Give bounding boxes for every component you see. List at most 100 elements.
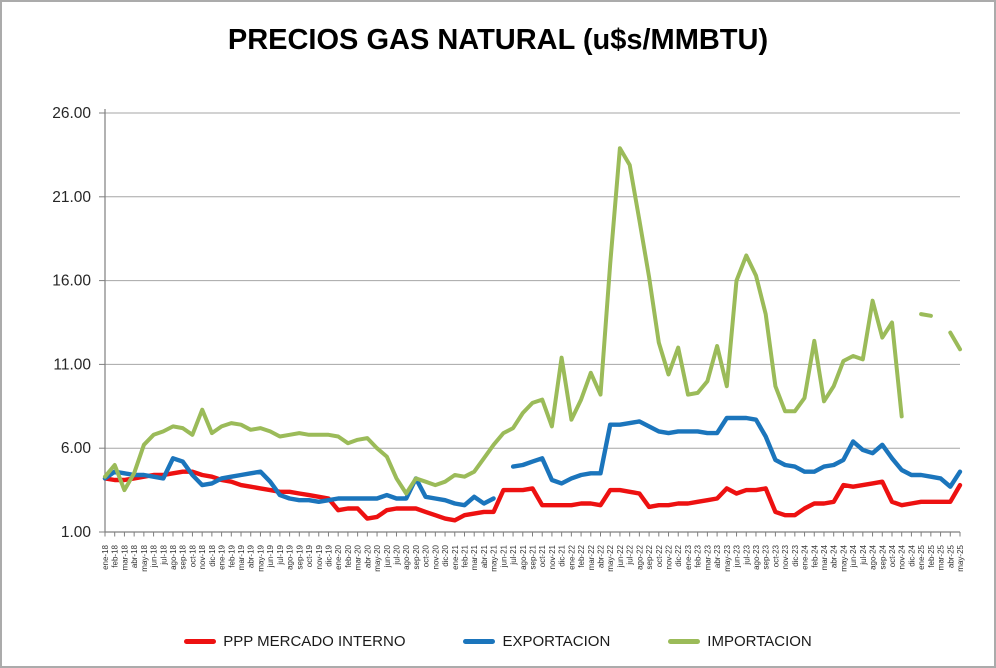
x-tick-label: may-25 — [956, 544, 965, 571]
x-tick-label: jun-20 — [383, 544, 392, 568]
x-tick-label: feb-19 — [227, 544, 236, 567]
y-axis-labels: 1.00 6.00 11.00 16.00 21.00 26.00 — [52, 105, 91, 541]
x-tick-label: ago-18 — [169, 544, 178, 569]
x-tick-label: dic-23 — [791, 544, 800, 566]
x-tick-label: mar-23 — [703, 544, 712, 570]
x-tick-label: oct-21 — [538, 544, 547, 567]
x-tick-label: sep-24 — [878, 544, 887, 569]
x-tick-label: ago-22 — [635, 544, 644, 569]
x-tick-label: nov-19 — [315, 544, 324, 569]
x-tick-label: dic-22 — [674, 544, 683, 566]
x-tick-label: abr-25 — [946, 544, 955, 568]
x-tick-label: ene-25 — [917, 544, 926, 569]
x-tick-label: abr-19 — [247, 544, 256, 568]
axes — [104, 109, 960, 533]
x-tick-label: may-24 — [839, 544, 848, 571]
x-tick-label: jul-22 — [626, 544, 635, 565]
x-tick-label: nov-24 — [898, 544, 907, 569]
x-axis-labels: ene-18 feb-18 mar-18 abr-18 may-18 jun-18 jul-… — [101, 544, 965, 571]
legend-dash-icon — [184, 639, 217, 644]
series-line-exportacion — [102, 415, 963, 508]
x-tick-label: sep-23 — [762, 544, 771, 569]
x-tick-label: ene-23 — [684, 544, 693, 569]
x-tick-label: jun-18 — [150, 544, 159, 568]
x-tick-label: jul-18 — [159, 544, 168, 565]
x-tick-label: feb-18 — [111, 544, 120, 567]
x-tick-label: oct-19 — [305, 544, 314, 567]
x-tick-label: ene-21 — [451, 544, 460, 569]
x-tick-label: sep-21 — [529, 544, 538, 569]
x-tick-label: sep-18 — [179, 544, 188, 569]
legend-label: IMPORTACION — [707, 633, 812, 650]
x-tick-label: ago-23 — [752, 544, 761, 569]
legend-label: PPP MERCADO INTERNO — [223, 633, 406, 650]
x-tick-label: mar-25 — [937, 544, 946, 570]
x-tick-label: ene-20 — [334, 544, 343, 569]
x-tick-label: jun-22 — [616, 544, 625, 568]
x-tick-label: abr-21 — [480, 544, 489, 568]
x-tick-label: dic-21 — [558, 544, 567, 566]
x-tick-label: sep-22 — [645, 544, 654, 569]
x-tick-label: feb-24 — [810, 544, 819, 567]
x-tick-label: mar-24 — [820, 544, 829, 570]
x-tick-label: ene-19 — [218, 544, 227, 569]
x-tick-label: ago-24 — [869, 544, 878, 569]
x-tick-label: mar-20 — [354, 544, 363, 570]
x-tick-label: may-23 — [723, 544, 732, 571]
x-tick-label: mar-22 — [587, 544, 596, 570]
x-tick-label: dic-18 — [208, 544, 217, 566]
x-tick-label: may-21 — [490, 544, 499, 571]
y-tick-label: 6.00 — [61, 440, 92, 457]
x-tick-label: oct-20 — [422, 544, 431, 567]
legend-dash-icon — [463, 639, 496, 644]
x-tick-label: jun-19 — [266, 544, 275, 568]
x-tick-label: jun-23 — [733, 544, 742, 568]
x-tick-label: nov-21 — [548, 544, 557, 569]
x-tick-label: abr-23 — [713, 544, 722, 568]
x-tick-label: jul-21 — [509, 544, 518, 565]
x-tick-label: mar-18 — [120, 544, 129, 570]
x-tick-label: dic-20 — [441, 544, 450, 566]
x-tick-label: abr-24 — [830, 544, 839, 568]
legend-item-ppp-mercado-interno: PPP MERCADO INTERNO — [184, 633, 405, 650]
x-tick-label: may-19 — [256, 544, 265, 571]
x-tick-label: sep-19 — [295, 544, 304, 569]
x-tick-label: mar-21 — [470, 544, 479, 570]
x-tick-label: jul-20 — [392, 544, 401, 565]
series-line-ppp-mercado-interno — [102, 469, 963, 523]
x-tick-label: may-18 — [140, 544, 149, 571]
x-tick-label: feb-20 — [344, 544, 353, 567]
chart-title: PRECIOS GAS NATURAL (u$s/MMBTU) — [227, 24, 769, 56]
y-tick-label: 16.00 — [52, 273, 91, 290]
x-tick-label: jul-19 — [276, 544, 285, 565]
x-tick-label: abr-22 — [597, 544, 606, 568]
x-tick-label: ene-24 — [801, 544, 810, 569]
x-tick-label: nov-23 — [781, 544, 790, 569]
legend-item-importacion: IMPORTACION — [668, 633, 812, 650]
y-tick-label: 26.00 — [52, 105, 91, 122]
x-tick-label: dic-19 — [324, 544, 333, 566]
legend-dash-icon — [668, 639, 701, 644]
x-tick-label: jun-24 — [849, 544, 858, 568]
x-tick-label: ago-21 — [519, 544, 528, 569]
x-tick-label: ene-22 — [567, 544, 576, 569]
x-tick-label: oct-18 — [188, 544, 197, 567]
x-tick-label: abr-18 — [130, 544, 139, 568]
y-tick-label: 11.00 — [53, 356, 91, 373]
y-tick-label: 1.00 — [61, 524, 92, 541]
x-tick-label: feb-21 — [460, 544, 469, 567]
x-tick-label: mar-19 — [237, 544, 246, 570]
x-axis-ticks — [104, 532, 961, 537]
x-tick-label: may-20 — [373, 544, 382, 571]
x-tick-label: feb-23 — [694, 544, 703, 567]
x-tick-label: ene-18 — [101, 544, 110, 569]
legend-label: EXPORTACION — [502, 633, 611, 650]
series-line-importacion — [103, 146, 962, 496]
x-tick-label: oct-23 — [771, 544, 780, 567]
x-tick-label: oct-24 — [888, 544, 897, 567]
x-tick-label: feb-22 — [577, 544, 586, 567]
legend-item-exportacion: EXPORTACION — [463, 633, 610, 650]
x-tick-label: nov-22 — [665, 544, 674, 569]
